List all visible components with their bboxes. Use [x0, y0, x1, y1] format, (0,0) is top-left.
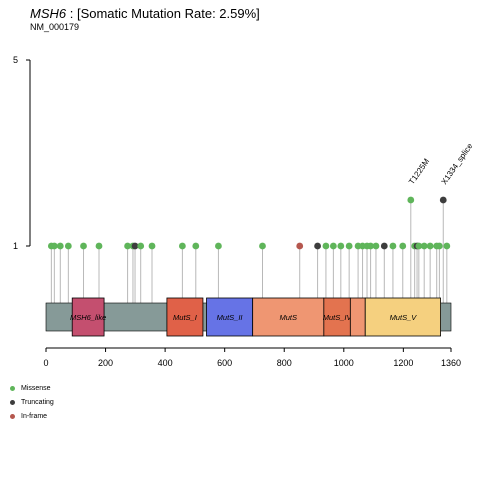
mutation-dot [131, 242, 139, 250]
mutation-dot [192, 242, 200, 250]
y-tick-label: 1 [13, 241, 18, 251]
x-tick-label: 0 [43, 358, 48, 368]
domain-label: MutS_II [217, 313, 243, 322]
legend-label: In-frame [21, 413, 48, 420]
mutation-dot [443, 242, 451, 250]
mutation-dot [50, 242, 58, 250]
x-tick-label: 1000 [334, 358, 354, 368]
mutation-dot [322, 242, 330, 250]
dots-layer [47, 196, 451, 250]
legend-swatch [10, 414, 15, 419]
mutation-label: T1225M [407, 157, 431, 186]
mutation-dot [137, 242, 145, 250]
mutation-dot [435, 242, 443, 250]
protein-domain [252, 297, 325, 337]
mutation-dot [337, 242, 345, 250]
protein-domain [364, 297, 441, 337]
mutation-dot [56, 242, 64, 250]
mutation-dot [314, 242, 321, 250]
protein-domain [206, 297, 254, 337]
x-tick-label: 400 [158, 358, 173, 368]
legend-label: Truncating [21, 399, 54, 406]
chart-title: MSH6 : [Somatic Mutation Rate: 2.59%] [30, 6, 260, 21]
mutation-dot [296, 242, 304, 250]
mutation-dot [178, 242, 186, 250]
legend-item: In-frame [10, 413, 47, 420]
mutation-dot [426, 242, 434, 250]
x-tick-label: 600 [217, 358, 232, 368]
mutation-dot [64, 242, 72, 250]
mutation-dot [439, 196, 447, 204]
axes-layer: 1 5 0 200 400 600 800 1000 1200 1360 [13, 55, 461, 368]
mutation-dot [215, 242, 222, 250]
mutation-dot [380, 242, 388, 250]
mutation-dot [407, 196, 415, 204]
stems-layer [50, 200, 448, 303]
mutation-dot [367, 242, 374, 250]
x-tick-label: 200 [98, 358, 113, 368]
mutation-dot [345, 242, 353, 250]
domain-label: MutS_V [390, 313, 418, 322]
domain-label: MutS_IV [323, 313, 353, 322]
protein-domain [71, 297, 105, 337]
mutation-dot [80, 242, 87, 250]
domain-label: MutS_I [173, 313, 197, 322]
mutation-dot [259, 242, 266, 250]
x-tick-label: 1200 [393, 358, 413, 368]
mutation-label: X1334_splice [440, 141, 475, 186]
legend-swatch [10, 400, 15, 405]
legend-label: Missense [21, 385, 51, 392]
y-tick-label: 5 [13, 55, 18, 65]
mutation-dot [399, 242, 407, 250]
mutation-rate: : [Somatic Mutation Rate: 2.59%] [66, 6, 260, 21]
legend-swatch [10, 386, 15, 391]
mutation-dot [372, 242, 380, 250]
legend-item: Truncating [10, 399, 54, 406]
domain-layer: MSH6_like MutS_I MutS_II MutS MutS_IV MutS_V [45, 297, 452, 337]
mutation-dot [389, 242, 397, 250]
mutation-dot [95, 242, 103, 250]
domain-label: MSH6_like [70, 313, 106, 322]
mutation-dot [415, 242, 423, 250]
x-tick-label: 800 [277, 358, 292, 368]
transcript-id: NM_000179 [30, 22, 80, 32]
mutation-dot [148, 242, 156, 250]
legend-item: Missense [10, 385, 51, 392]
protein-domain [323, 297, 351, 337]
protein-domain [166, 297, 204, 337]
protein-domain [349, 297, 366, 337]
mutation-dot [124, 242, 131, 250]
mutation-dot [329, 242, 337, 250]
mutation-dot [420, 242, 428, 250]
x-tick-label: 1360 [441, 358, 461, 368]
domain-label: MutS [279, 313, 297, 322]
gene-name: MSH6 [30, 6, 67, 21]
labels-layer: T1225M X1334_splice [407, 141, 475, 186]
